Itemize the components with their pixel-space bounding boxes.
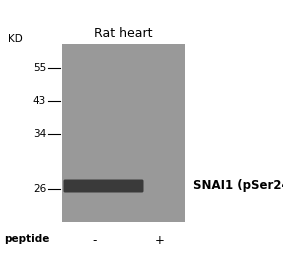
- Text: SNAI1 (pSer246): SNAI1 (pSer246): [193, 180, 283, 192]
- Text: KD: KD: [8, 34, 23, 44]
- Text: -: -: [93, 234, 97, 247]
- Text: 26: 26: [33, 184, 46, 194]
- Text: 34: 34: [33, 129, 46, 139]
- Text: 43: 43: [33, 96, 46, 106]
- Bar: [62, 44, 185, 222]
- Text: peptide: peptide: [4, 234, 49, 244]
- Text: 55: 55: [33, 63, 46, 73]
- FancyBboxPatch shape: [63, 180, 143, 192]
- Text: Rat heart: Rat heart: [94, 27, 153, 40]
- Text: +: +: [155, 234, 165, 247]
